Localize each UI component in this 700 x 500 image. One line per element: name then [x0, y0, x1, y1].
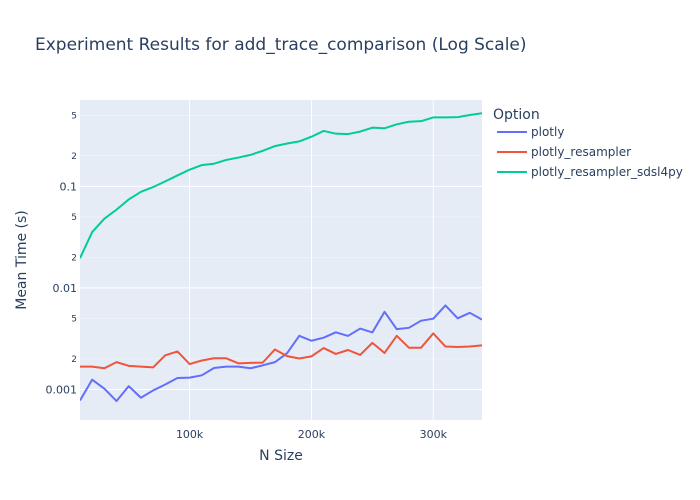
- y-minor-tick-label-3: 5: [71, 213, 77, 223]
- grid: [80, 100, 482, 420]
- legend-label-plotly_resampler: plotly_resampler: [531, 145, 631, 159]
- series-line-plotly_resampler_sdsl4py: [80, 112, 482, 259]
- y-minor-tick-label-4: 2: [71, 152, 77, 162]
- x-tick-label-0: 100k: [176, 428, 204, 441]
- y-tick-label-0: 0.001: [46, 384, 78, 397]
- y-axis-title: Mean Time (s): [14, 210, 30, 310]
- x-tick-label-2: 300k: [420, 428, 448, 441]
- series-line-plotly: [80, 304, 482, 403]
- series-line-plotly_resampler: [80, 332, 482, 370]
- y-minor-tick-label-0: 2: [71, 355, 77, 365]
- y-minor-tick-label-2: 2: [71, 253, 77, 263]
- legend-title: Option: [493, 107, 540, 123]
- legend-label-plotly_resampler_sdsl4py: plotly_resampler_sdsl4py: [531, 165, 683, 179]
- y-minor-tick-label-1: 5: [71, 315, 77, 325]
- chart-title: Experiment Results for add_trace_compari…: [35, 35, 527, 55]
- y-tick-label-2: 0.1: [60, 180, 78, 193]
- tick-labels: 100k 200k 300k 0.001 0.01 0.1 2 5 2 5 2 5: [46, 111, 448, 441]
- series-layer: [80, 112, 482, 403]
- x-axis-title: N Size: [259, 448, 303, 464]
- y-tick-label-1: 0.01: [53, 282, 78, 295]
- legend-label-plotly: plotly: [531, 125, 564, 139]
- plot-area: [80, 100, 482, 420]
- y-minor-tick-label-5: 5: [71, 111, 77, 121]
- legend: Option plotly plotly_resampler plotly_resa…: [493, 107, 683, 179]
- x-tick-label-1: 200k: [298, 428, 326, 441]
